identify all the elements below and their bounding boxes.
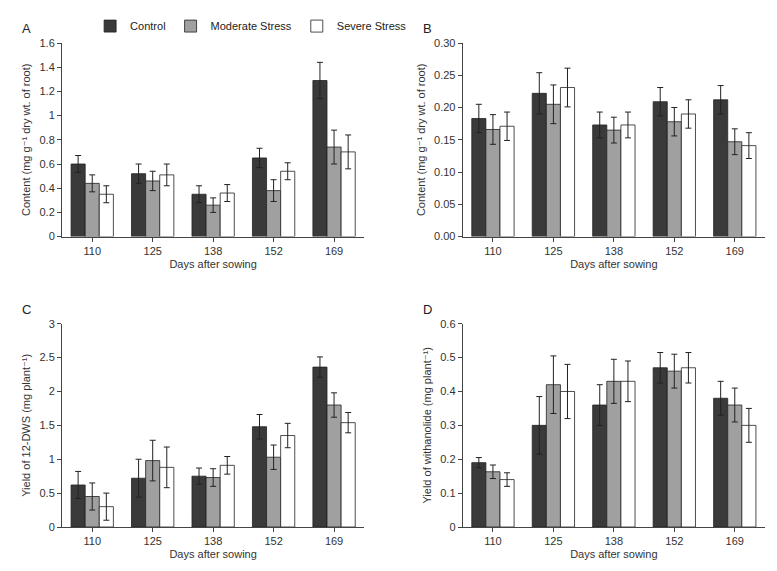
svg-text:B: B <box>423 21 432 36</box>
svg-text:1: 1 <box>49 109 55 121</box>
svg-text:A: A <box>22 21 31 36</box>
svg-text:1.4: 1.4 <box>40 61 55 73</box>
svg-text:0.5: 0.5 <box>40 487 55 499</box>
svg-text:0.8: 0.8 <box>40 134 55 146</box>
svg-text:Content (mg g⁻¹ dry wt. of roo: Content (mg g⁻¹ dry wt. of root) <box>20 64 32 217</box>
svg-text:138: 138 <box>204 535 222 547</box>
svg-text:Days after sowing: Days after sowing <box>169 548 256 560</box>
svg-text:0.30: 0.30 <box>434 37 455 49</box>
svg-text:152: 152 <box>264 535 282 547</box>
svg-text:0: 0 <box>49 521 55 533</box>
svg-text:138: 138 <box>605 245 623 257</box>
svg-text:Days after sowing: Days after sowing <box>570 258 657 270</box>
svg-text:Yield of withanolide (mg plant: Yield of withanolide (mg plant⁻¹) <box>421 347 433 503</box>
svg-text:169: 169 <box>726 245 744 257</box>
svg-text:2.5: 2.5 <box>40 351 55 363</box>
svg-text:1.5: 1.5 <box>40 419 55 431</box>
svg-text:138: 138 <box>204 245 222 257</box>
svg-text:1.6: 1.6 <box>40 37 55 49</box>
svg-text:D: D <box>423 302 432 317</box>
svg-text:0.10: 0.10 <box>434 166 455 178</box>
svg-text:0.6: 0.6 <box>40 158 55 170</box>
svg-text:Days after sowing: Days after sowing <box>169 258 256 270</box>
svg-text:C: C <box>22 302 31 317</box>
svg-text:152: 152 <box>665 245 683 257</box>
svg-text:0.20: 0.20 <box>434 101 455 113</box>
svg-text:0.25: 0.25 <box>434 69 455 81</box>
svg-text:0.00: 0.00 <box>434 230 455 242</box>
svg-text:0.15: 0.15 <box>434 134 455 146</box>
svg-text:3: 3 <box>49 318 55 330</box>
svg-text:169: 169 <box>726 535 744 547</box>
svg-text:125: 125 <box>544 535 562 547</box>
svg-text:0.2: 0.2 <box>440 453 455 465</box>
svg-text:110: 110 <box>83 535 101 547</box>
svg-text:169: 169 <box>325 535 343 547</box>
svg-text:0.3: 0.3 <box>440 419 455 431</box>
svg-text:1: 1 <box>49 453 55 465</box>
svg-text:0.5: 0.5 <box>440 351 455 363</box>
svg-text:138: 138 <box>605 535 623 547</box>
svg-text:110: 110 <box>484 245 502 257</box>
svg-text:0.05: 0.05 <box>434 198 455 210</box>
svg-text:169: 169 <box>325 245 343 257</box>
svg-text:125: 125 <box>144 245 162 257</box>
svg-text:Yield of 12-DWS (mg plant⁻¹): Yield of 12-DWS (mg plant⁻¹) <box>20 354 32 497</box>
svg-text:1.2: 1.2 <box>40 85 55 97</box>
svg-text:2: 2 <box>49 385 55 397</box>
svg-text:125: 125 <box>544 245 562 257</box>
svg-text:110: 110 <box>484 535 502 547</box>
svg-text:152: 152 <box>264 245 282 257</box>
svg-text:Severe Stress: Severe Stress <box>337 20 407 32</box>
svg-text:0.2: 0.2 <box>40 206 55 218</box>
svg-text:Days after sowing: Days after sowing <box>570 548 657 560</box>
svg-text:125: 125 <box>144 535 162 547</box>
svg-text:0.4: 0.4 <box>40 182 55 194</box>
svg-text:152: 152 <box>665 535 683 547</box>
svg-text:0: 0 <box>49 230 55 242</box>
svg-text:110: 110 <box>83 245 101 257</box>
svg-text:Moderate Stress: Moderate Stress <box>211 20 292 32</box>
svg-text:0.4: 0.4 <box>440 385 455 397</box>
svg-text:0: 0 <box>449 521 455 533</box>
svg-text:Control: Control <box>130 20 165 32</box>
svg-text:Content (mg g⁻¹ dry wt. of roo: Content (mg g⁻¹ dry wt. of root) <box>415 64 427 217</box>
svg-text:0.1: 0.1 <box>440 487 455 499</box>
svg-text:0.6: 0.6 <box>440 318 455 330</box>
